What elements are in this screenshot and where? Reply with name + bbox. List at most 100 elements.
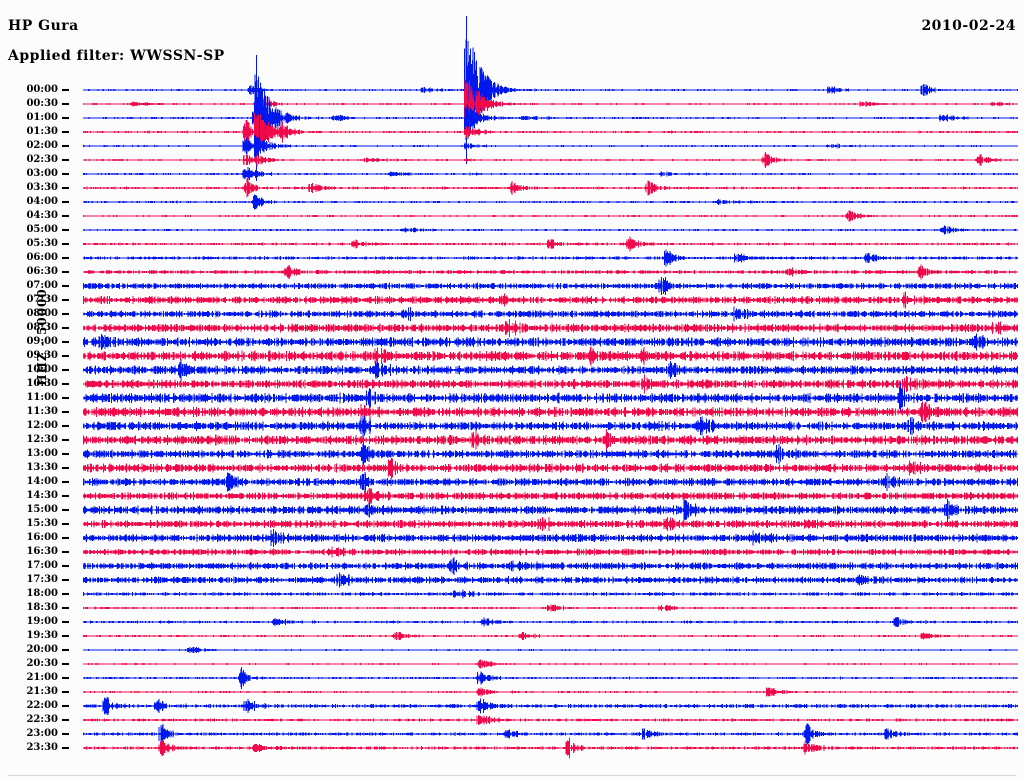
time-label-0700: 07:00 <box>26 280 58 291</box>
trace-row-0330 <box>83 178 1018 198</box>
axis-tick <box>62 299 69 301</box>
trace-row-0430 <box>83 210 1018 222</box>
time-label-1300: 13:00 <box>26 448 58 459</box>
time-label-0100: 01:00 <box>26 112 58 123</box>
axis-tick <box>62 495 69 497</box>
time-label-0600: 06:00 <box>26 252 58 263</box>
trace-row-0500 <box>83 225 1018 235</box>
axis-tick <box>62 271 69 273</box>
time-label-0630: 06:30 <box>26 266 58 277</box>
trace-row-2130 <box>83 687 1018 697</box>
axis-tick <box>62 131 69 133</box>
axis-tick <box>62 607 69 609</box>
axis-tick <box>62 467 69 469</box>
axis-tick <box>62 551 69 553</box>
trace-row-1000 <box>83 358 1018 382</box>
time-label-0130: 01:30 <box>26 126 58 137</box>
trace-row-1330 <box>83 458 1018 478</box>
axis-tick <box>62 649 69 651</box>
axis-tick <box>62 369 69 371</box>
trace-row-1800 <box>83 589 1018 599</box>
trace-row-0100 <box>83 55 1018 181</box>
axis-tick <box>62 355 69 357</box>
axis-tick <box>62 425 69 427</box>
axis-tick <box>62 187 69 189</box>
axis-tick <box>62 215 69 217</box>
trace-row-1730 <box>83 572 1018 588</box>
trace-plot-area <box>83 0 1018 780</box>
trace-row-1500 <box>83 499 1018 521</box>
time-label-0200: 02:00 <box>26 140 58 151</box>
axis-tick <box>62 635 69 637</box>
page-title: HP Gura <box>8 18 79 34</box>
plot-frame-divider <box>8 775 1016 776</box>
time-label-0230: 02:30 <box>26 154 58 165</box>
time-label-0930: 09:30 <box>26 350 58 361</box>
axis-tick <box>62 229 69 231</box>
trace-row-1530 <box>83 517 1018 531</box>
axis-tick <box>62 733 69 735</box>
trace-row-2030 <box>83 659 1018 669</box>
time-label-1200: 12:00 <box>26 420 58 431</box>
trace-row-1030 <box>83 374 1018 394</box>
time-label-2230: 22:30 <box>26 714 58 725</box>
time-label-1500: 15:00 <box>26 504 58 515</box>
trace-row-0600 <box>83 249 1018 267</box>
trace-row-0030 <box>83 79 1018 129</box>
trace-row-1830 <box>83 604 1018 612</box>
trace-row-2000 <box>83 646 1018 654</box>
time-label-2100: 21:00 <box>26 672 58 683</box>
axis-tick <box>62 719 69 721</box>
time-label-1930: 19:30 <box>26 630 58 641</box>
time-label-2200: 22:00 <box>26 700 58 711</box>
trace-row-2300 <box>83 723 1018 745</box>
time-label-2030: 20:30 <box>26 658 58 669</box>
axis-tick <box>62 313 69 315</box>
axis-tick <box>62 411 69 413</box>
time-label-0430: 04:30 <box>26 210 58 221</box>
time-label-1900: 19:00 <box>26 616 58 627</box>
seismogram-traces <box>83 16 1018 759</box>
time-label-1330: 13:30 <box>26 462 58 473</box>
axis-tick <box>62 159 69 161</box>
axis-tick <box>62 285 69 287</box>
applied-filter-label: Applied filter: WWSSN-SP <box>8 48 225 64</box>
axis-tick <box>62 103 69 105</box>
trace-row-0900 <box>83 333 1018 351</box>
axis-tick <box>62 537 69 539</box>
time-label-0730: 07:30 <box>26 294 58 305</box>
axis-tick <box>62 663 69 665</box>
axis-tick <box>62 397 69 399</box>
time-label-0830: 08:30 <box>26 322 58 333</box>
trace-row-0730 <box>83 291 1018 309</box>
axis-tick <box>62 327 69 329</box>
time-label-2300: 23:00 <box>26 728 58 739</box>
trace-row-1700 <box>83 557 1018 575</box>
time-label-1430: 14:30 <box>26 490 58 501</box>
time-label-0030: 00:30 <box>26 98 58 109</box>
trace-row-2330 <box>83 737 1018 759</box>
time-label-0900: 09:00 <box>26 336 58 347</box>
trace-row-1630 <box>83 546 1018 558</box>
axis-tick <box>62 453 69 455</box>
time-label-0330: 03:30 <box>26 182 58 193</box>
time-label-1800: 18:00 <box>26 588 58 599</box>
trace-row-1300 <box>83 442 1018 466</box>
time-label-0300: 03:00 <box>26 168 58 179</box>
axis-tick <box>62 593 69 595</box>
trace-row-0130 <box>83 112 1018 152</box>
date-label: 2010-02-24 <box>921 18 1016 34</box>
trace-row-1600 <box>83 528 1018 548</box>
time-label-1600: 16:00 <box>26 532 58 543</box>
axis-tick <box>62 523 69 525</box>
time-label-1630: 16:30 <box>26 546 58 557</box>
axis-tick <box>62 621 69 623</box>
time-label-0800: 08:00 <box>26 308 58 319</box>
axis-tick <box>62 565 69 567</box>
axis-tick <box>62 341 69 343</box>
trace-row-0530 <box>83 236 1018 252</box>
time-label-1730: 17:30 <box>26 574 58 585</box>
axis-tick <box>62 243 69 245</box>
axis-tick <box>62 705 69 707</box>
